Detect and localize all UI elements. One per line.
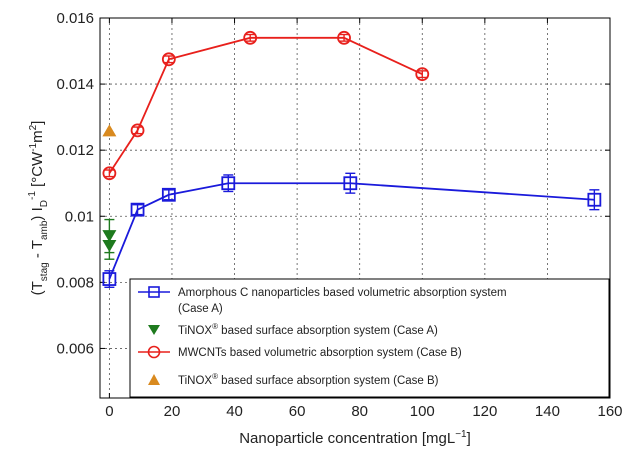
legend-entry-mwcnts: MWCNTs based volumetric absorption syste…	[138, 345, 462, 359]
legend-label-tinox-case-b: TiNOX® based surface absorption system (…	[178, 372, 439, 387]
series-layer	[102, 30, 602, 289]
y-tick-label: 0.006	[56, 340, 94, 357]
legend-label-tinox-case-a: TiNOX® based surface absorption system (…	[178, 322, 438, 337]
data-point-circle	[337, 30, 351, 45]
legend-entry-tinox-case-b: TiNOX® based surface absorption system (…	[148, 372, 439, 387]
data-point-square	[102, 272, 117, 286]
x-tick-label: 160	[597, 403, 622, 420]
legend-triangle-down-icon	[148, 325, 160, 335]
y-axis-label: (Tstag - Tamb) ID-1 [°CW-1m2]	[27, 121, 50, 296]
y-tick-label: 0.016	[56, 10, 94, 27]
data-point-square	[221, 176, 236, 191]
data-point-square	[161, 187, 176, 202]
data-point-triangle-down	[102, 240, 117, 252]
y-tick-label: 0.012	[56, 142, 94, 159]
x-tick-label: 120	[472, 403, 497, 420]
plot-frame	[99, 17, 611, 399]
x-tick-label: 100	[410, 403, 435, 420]
x-tick-label: 140	[535, 403, 560, 420]
legend-square-icon	[148, 286, 160, 298]
data-point-circle	[243, 30, 258, 45]
legend-label-amorphous-c-line2: (Case A)	[178, 303, 223, 315]
y-tick-label: 0.008	[56, 274, 94, 291]
series-triangle-down	[102, 218, 117, 260]
x-tick-label: 80	[351, 403, 368, 420]
legend-entry-amorphous-c: Amorphous C nanoparticles based volumetr…	[138, 286, 507, 315]
data-point-circle	[130, 123, 145, 138]
series-circle	[102, 30, 430, 181]
tick-labels: 0 20 40 60 80 100 120 140 160 0.006 0.008 0.01 0.012…	[56, 10, 622, 420]
data-point-circle	[415, 67, 430, 82]
legend-circle-icon	[147, 345, 161, 359]
x-tick-label: 60	[289, 403, 306, 420]
data-point-square	[343, 176, 358, 191]
x-axis-label: Nanoparticle concentration [mgL−1]	[239, 429, 471, 447]
legend: Amorphous C nanoparticles based volumetr…	[129, 278, 610, 398]
legend-label-amorphous-c-line1: Amorphous C nanoparticles based volumetr…	[178, 287, 507, 299]
data-point-circle	[102, 166, 117, 181]
legend-entry-tinox-case-a: TiNOX® based surface absorption system (…	[148, 322, 438, 337]
series-line	[108, 36, 423, 174]
series-line	[108, 182, 595, 280]
series-triangle-up	[102, 124, 117, 137]
y-tick-label: 0.014	[56, 76, 94, 93]
series-square	[102, 172, 602, 289]
y-tick-label: 0.01	[65, 208, 94, 225]
x-tick-label: 0	[105, 403, 113, 420]
data-point-square	[130, 202, 145, 217]
legend-box	[129, 278, 610, 398]
legend-triangle-up-icon	[148, 374, 160, 385]
x-tick-label: 20	[164, 403, 181, 420]
data-point-circle	[161, 52, 176, 67]
data-point-square	[587, 192, 602, 207]
data-point-triangle-up	[102, 124, 117, 137]
legend-label-mwcnts: MWCNTs based volumetric absorption syste…	[178, 347, 462, 359]
x-tick-label: 40	[226, 403, 243, 420]
